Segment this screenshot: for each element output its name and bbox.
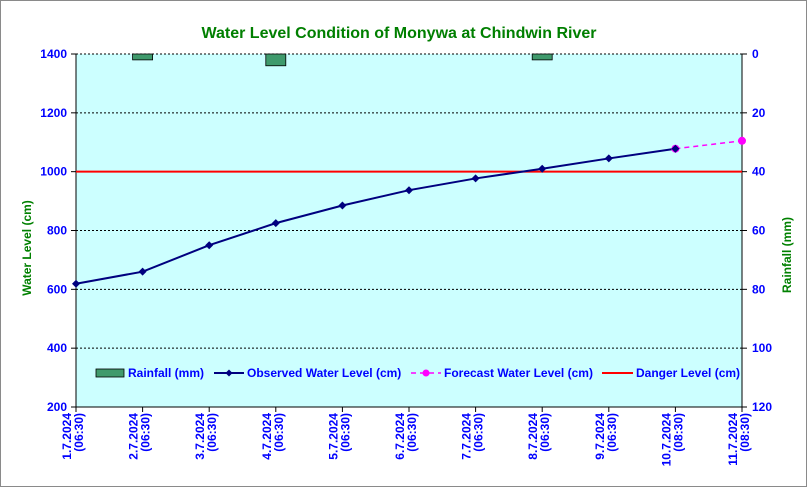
- x-tick-label: 10.7.2024: [659, 413, 673, 467]
- y-tick-label: 600: [47, 282, 67, 296]
- x-tick-label: (06:30): [338, 413, 352, 452]
- y-tick-label: 200: [47, 400, 67, 414]
- x-tick-label: 5.7.2024: [326, 413, 340, 460]
- x-tick-label: 9.7.2024: [593, 413, 607, 460]
- observed-point: [205, 241, 214, 250]
- legend-danger-label: Danger Level (cm): [636, 366, 740, 380]
- x-tick-label: 6.7.2024: [393, 413, 407, 460]
- legend-observed-label: Observed Water Level (cm): [247, 366, 401, 380]
- x-tick-label: (06:30): [538, 413, 552, 452]
- y-tick-label: 1200: [40, 106, 67, 120]
- x-tick-label: (06:30): [139, 413, 153, 452]
- y2-tick-label: 80: [752, 282, 766, 296]
- y2-axis-title: Rainfall (mm): [780, 217, 794, 293]
- observed-point: [72, 279, 80, 288]
- y-tick-label: 1000: [40, 165, 67, 179]
- y2-tick-label: 20: [752, 106, 766, 120]
- observed-point: [405, 186, 413, 195]
- x-tick-label: (06:30): [605, 413, 619, 452]
- observed-point: [538, 164, 547, 173]
- x-tick-label: 1.7.2024: [60, 413, 74, 460]
- legend-rainfall-swatch: [95, 368, 125, 378]
- y2-tick-label: 60: [752, 224, 766, 238]
- observed-point: [471, 174, 480, 183]
- observed-point: [138, 267, 147, 276]
- x-tick-label: 3.7.2024: [193, 413, 207, 460]
- x-tick-label: (06:30): [272, 413, 286, 452]
- legend-forecast-marker: [422, 369, 430, 377]
- legend-forecast-label: Forecast Water Level (cm): [444, 366, 593, 380]
- x-tick-label: 7.7.2024: [460, 413, 474, 460]
- chart-title: Water Level Condition of Monywa at Chind…: [202, 25, 597, 42]
- x-tick-label: (08:30): [738, 413, 752, 452]
- legend-observed-marker: [225, 369, 233, 377]
- x-tick-label: (06:30): [472, 413, 486, 452]
- y2-tick-label: 0: [752, 47, 759, 61]
- x-tick-label: 4.7.2024: [260, 413, 274, 460]
- y-axis-title: Water Level (cm): [20, 200, 34, 296]
- observed-point: [671, 144, 680, 153]
- x-tick-label: 8.7.2024: [526, 413, 540, 460]
- rainfall-bar: [265, 53, 287, 67]
- y2-tick-label: 40: [752, 165, 766, 179]
- x-tick-label: (06:30): [205, 413, 219, 452]
- x-tick-label: 2.7.2024: [127, 413, 141, 460]
- y-tick-label: 800: [47, 224, 67, 238]
- legend: Rainfall (mm) Observed Water Level (cm) Fo…: [95, 366, 740, 380]
- observed-point: [271, 219, 280, 228]
- y-tick-label: 1400: [40, 47, 67, 61]
- forecast-water-level-line: [675, 140, 743, 150]
- rainfall-bar: [531, 53, 553, 61]
- x-tick-label: (06:30): [405, 413, 419, 452]
- observed-point: [338, 201, 347, 210]
- forecast-point: [738, 136, 746, 145]
- observed-water-level-line: [75, 147, 676, 285]
- y2-tick-label: 120: [752, 400, 772, 414]
- y2-tick-label: 100: [752, 341, 772, 355]
- x-tick-label: (06:30): [72, 413, 86, 452]
- legend-rainfall-label: Rainfall (mm): [128, 366, 204, 380]
- x-tick-label: 11.7.2024: [726, 413, 740, 466]
- x-tick-label: (08:30): [671, 413, 685, 452]
- rainfall-bar: [132, 53, 154, 61]
- y-tick-label: 400: [47, 341, 67, 355]
- observed-point: [604, 154, 613, 163]
